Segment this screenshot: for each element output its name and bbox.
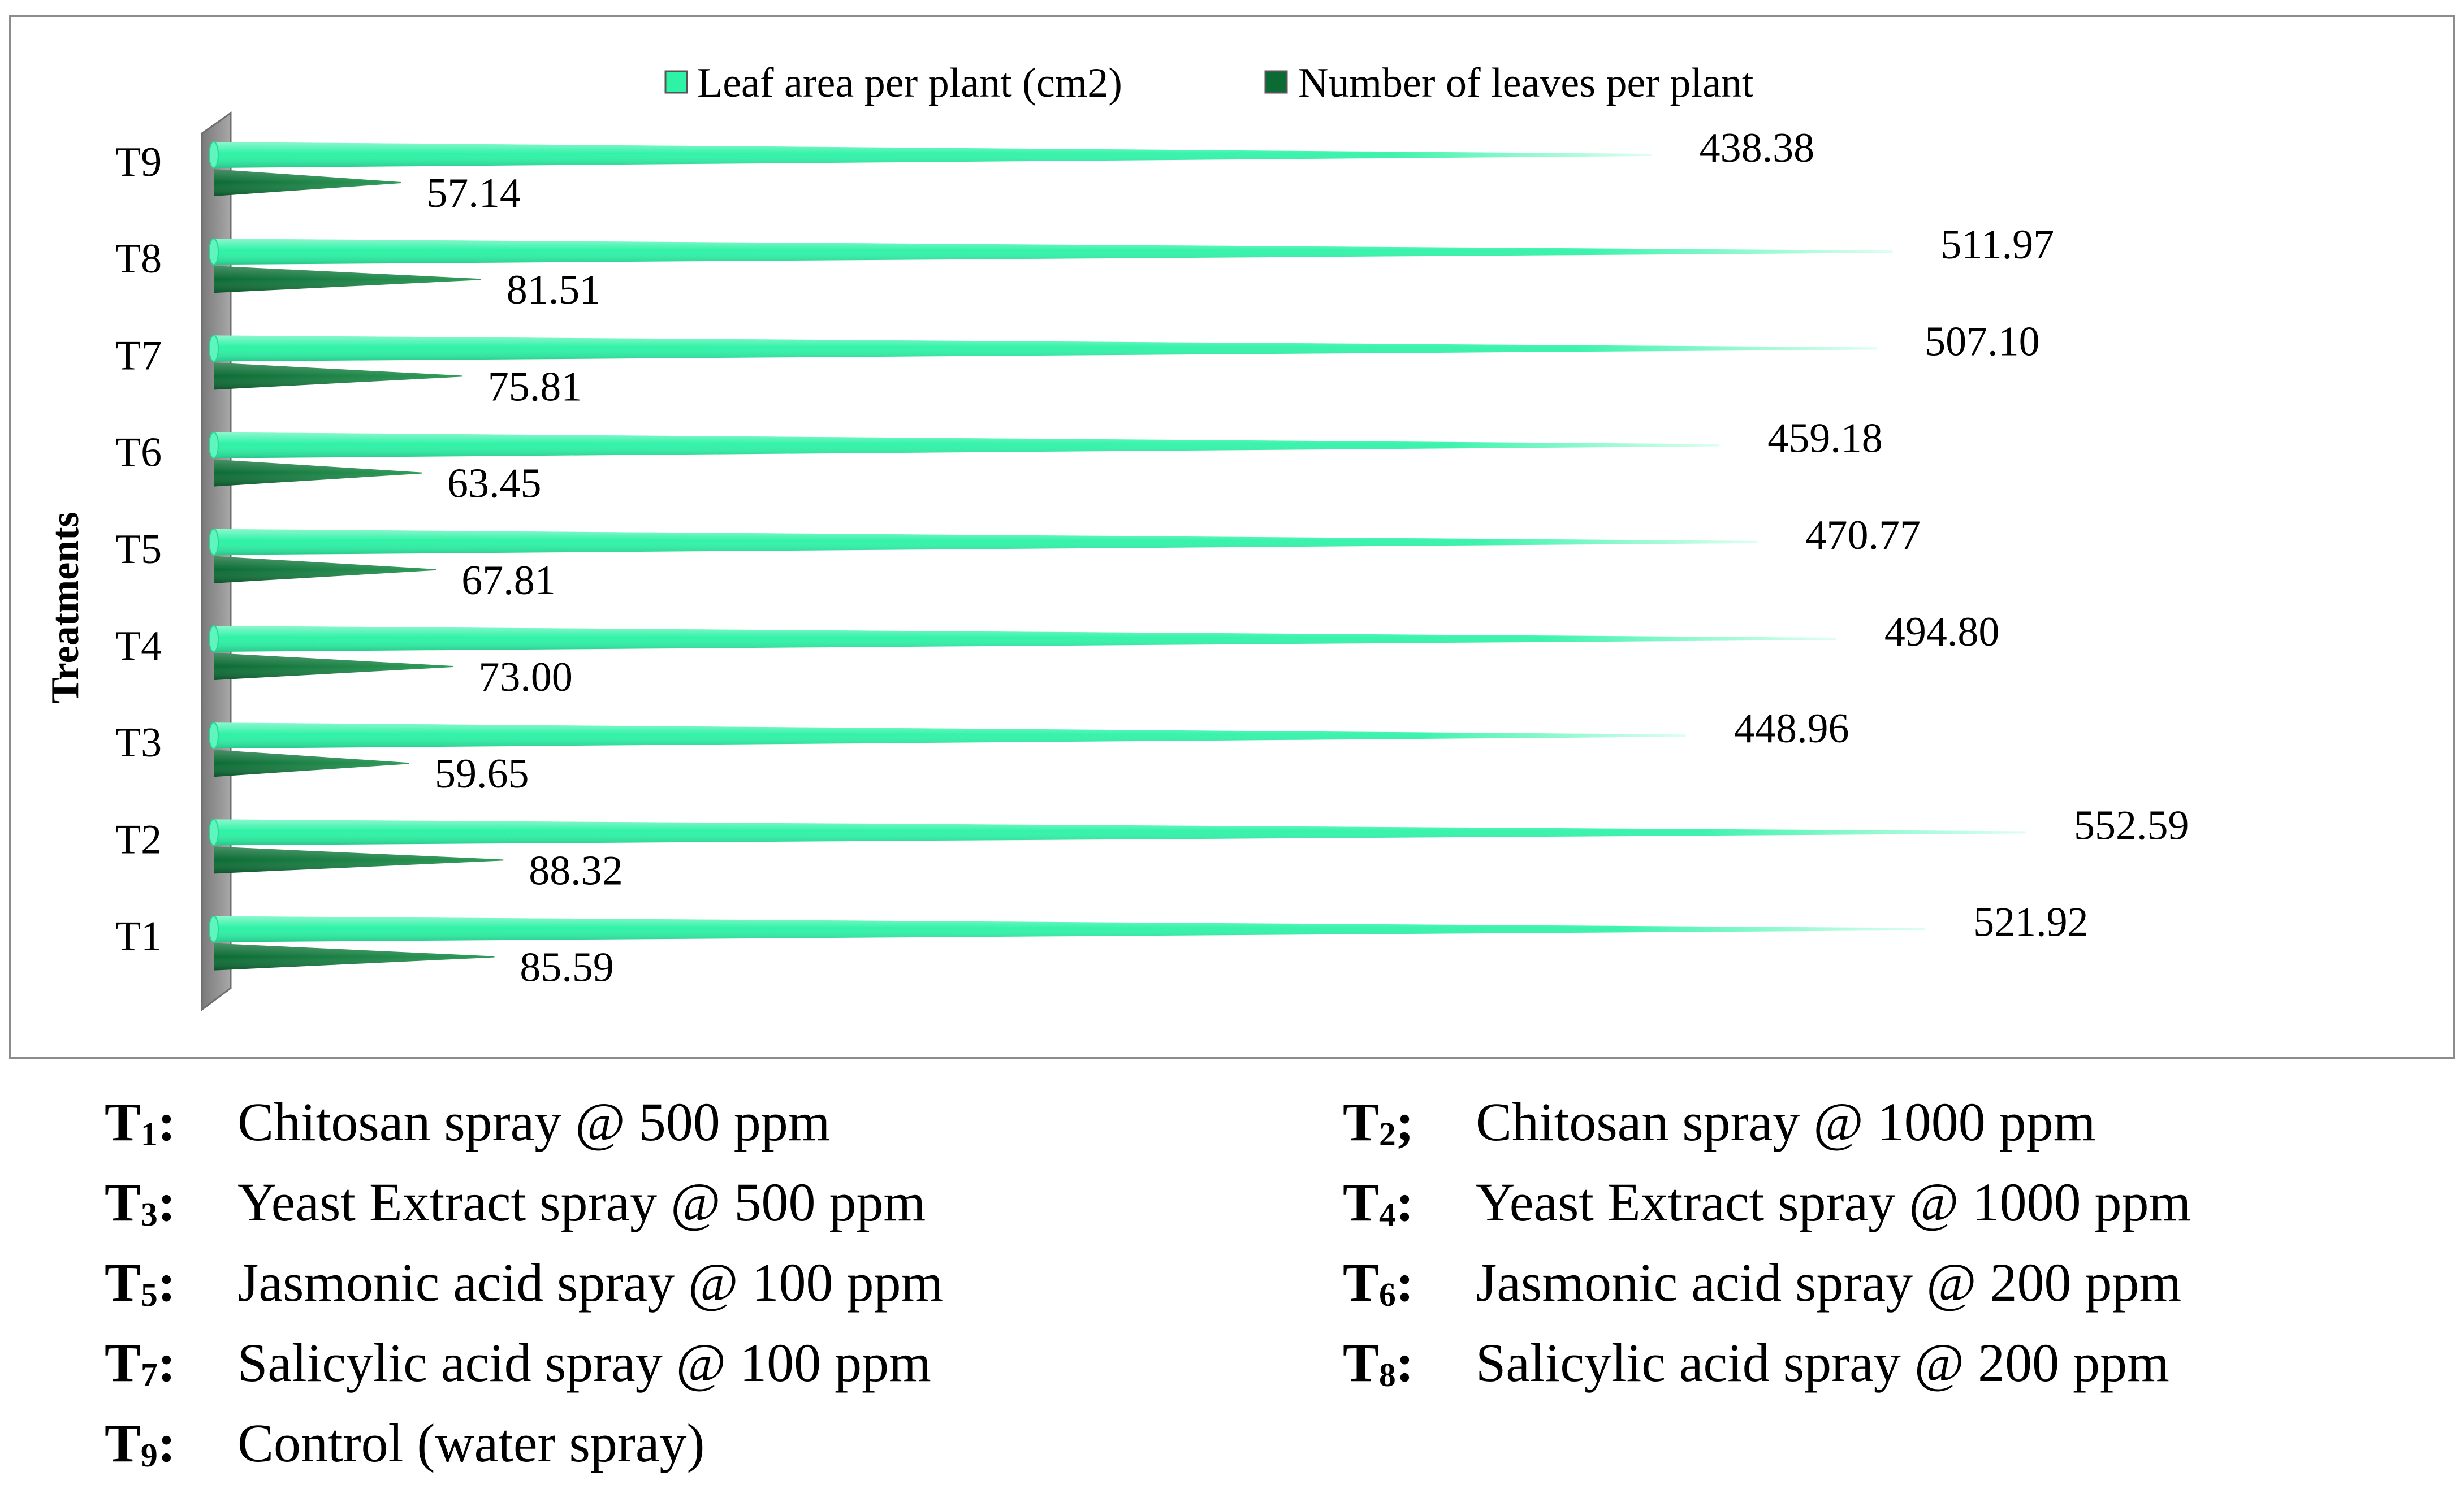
legend-swatch-leaf-area (664, 70, 688, 94)
treatment-code: T3: (105, 1172, 176, 1233)
bar-leaf-area-base-t7 (209, 335, 219, 362)
bar-leaf-area-base-t8 (209, 238, 219, 266)
bar-leaf-area-base-t9 (209, 141, 219, 168)
data-label-leaf-number-t6: 63.45 (447, 461, 542, 507)
data-label-leaf-area-t5: 470.77 (1805, 512, 1921, 559)
tick-label-t4: T4 (115, 623, 162, 669)
tick-label-t9: T9 (115, 139, 162, 185)
treatment-code: T2; (1343, 1092, 1414, 1153)
data-label-leaf-area-t9: 438.38 (1700, 125, 1815, 171)
data-label-leaf-area-t3: 448.96 (1734, 705, 1849, 752)
data-label-leaf-area-t7: 507.10 (1925, 318, 2040, 365)
data-label-leaf-number-t2: 88.32 (529, 847, 623, 894)
bar-leaf-area-shade-t4 (214, 626, 1836, 652)
bar-leaf-area-shade-t1 (214, 916, 1926, 942)
data-label-leaf-number-t1: 85.59 (520, 945, 614, 991)
bar-leaf-number-shade-t3 (214, 750, 409, 777)
treatment-key: T1: Chitosan spray @ 500 ppm T2; Chitosan s… (105, 1083, 2423, 1478)
bar-leaf-area-base-t6 (209, 431, 219, 459)
legend-swatch-leaf-number (1264, 70, 1288, 94)
data-label-leaf-number-t8: 81.51 (507, 267, 601, 313)
data-label-leaf-number-t4: 73.00 (478, 654, 573, 700)
data-label-leaf-area-t8: 511.97 (1940, 222, 2054, 268)
data-label-leaf-number-t3: 59.65 (435, 751, 529, 797)
treatment-code: T1: (105, 1092, 176, 1153)
data-label-leaf-area-t6: 459.18 (1767, 415, 1883, 462)
bar-leaf-number-shade-t1 (214, 943, 495, 971)
legend-label-leaf-number: Number of leaves per plant (1298, 60, 1754, 106)
tick-label-t5: T5 (115, 526, 162, 573)
tick-label-t1: T1 (115, 914, 162, 960)
treatment-description: Control (water spray) (237, 1413, 705, 1473)
tick-label-t2: T2 (115, 816, 162, 863)
treatment-description: Jasmonic acid spray @ 100 ppm (237, 1252, 944, 1313)
treatment-code: T9: (105, 1413, 176, 1474)
bar-leaf-area-shade-t8 (214, 239, 1893, 265)
bar-leaf-area-base-t1 (209, 915, 219, 943)
bar-leaf-area-base-t5 (209, 528, 219, 556)
tick-label-t3: T3 (115, 720, 162, 766)
treatment-description: Chitosan spray @ 1000 ppm (1476, 1092, 2096, 1152)
legend: Leaf area per plant (cm2) Number of leav… (664, 60, 1754, 106)
bar-leaf-area-shade-t5 (214, 529, 1758, 555)
treatment-code: T6: (1343, 1252, 1414, 1313)
treatment-code: T7: (105, 1332, 176, 1393)
bar-leaf-number-shade-t5 (214, 556, 436, 583)
treatment-description: Yeast Extract spray @ 1000 ppm (1476, 1172, 2191, 1232)
treatment-description: Jasmonic acid spray @ 200 ppm (1476, 1252, 2182, 1313)
tick-label-t8: T8 (115, 236, 162, 282)
treatment-code: T4: (1343, 1172, 1414, 1233)
bar-leaf-number-shade-t9 (214, 169, 401, 196)
treatment-description: Yeast Extract spray @ 500 ppm (237, 1172, 926, 1232)
treatment-description: Salicylic acid spray @ 200 ppm (1476, 1332, 2169, 1393)
bar-leaf-area-shade-t2 (214, 819, 2026, 846)
bar-leaf-number-shade-t4 (214, 653, 453, 680)
tick-label-t7: T7 (115, 332, 162, 379)
y-axis-title: Treatments (44, 512, 87, 704)
data-label-leaf-area-t4: 494.80 (1884, 609, 2000, 655)
chart: Leaf area per plant (cm2) Number of leav… (9, 15, 2455, 1059)
data-label-leaf-area-t2: 552.59 (2074, 802, 2189, 849)
bar-leaf-area-shade-t6 (214, 432, 1720, 458)
treatment-code: T8: (1343, 1332, 1414, 1393)
bar-leaf-number-shade-t8 (214, 266, 481, 293)
bar-leaf-area-shade-t7 (214, 335, 1877, 362)
bar-leaf-area-shade-t9 (214, 142, 1652, 168)
treatment-code: T5: (105, 1252, 176, 1313)
data-label-leaf-number-t7: 75.81 (488, 363, 582, 410)
bar-leaf-number-shade-t2 (214, 846, 504, 874)
treatment-description: Chitosan spray @ 500 ppm (237, 1092, 831, 1152)
category-ticks: T1 T2 T3 T4 T5 T6 T7 T8 T9 (115, 139, 162, 960)
bar-leaf-area-base-t4 (209, 625, 219, 652)
bar-leaf-area-base-t3 (209, 722, 219, 750)
data-label-leaf-number-t9: 57.14 (426, 170, 521, 217)
bar-leaf-area-shade-t3 (214, 722, 1686, 749)
tick-label-t6: T6 (115, 430, 162, 476)
bar-leaf-number-shade-t6 (214, 459, 422, 487)
treatment-description: Salicylic acid spray @ 100 ppm (237, 1332, 931, 1393)
bar-leaf-area-base-t2 (209, 819, 219, 846)
bar-leaf-number-shade-t7 (214, 362, 462, 390)
data-label-leaf-number-t5: 67.81 (461, 557, 556, 604)
data-label-leaf-area-t1: 521.92 (1973, 899, 2089, 946)
legend-label-leaf-area: Leaf area per plant (cm2) (697, 60, 1122, 106)
bars-layer: 521.92 85.59 552.59 88.32 448.96 59.65 494.80 7… (209, 125, 2189, 991)
